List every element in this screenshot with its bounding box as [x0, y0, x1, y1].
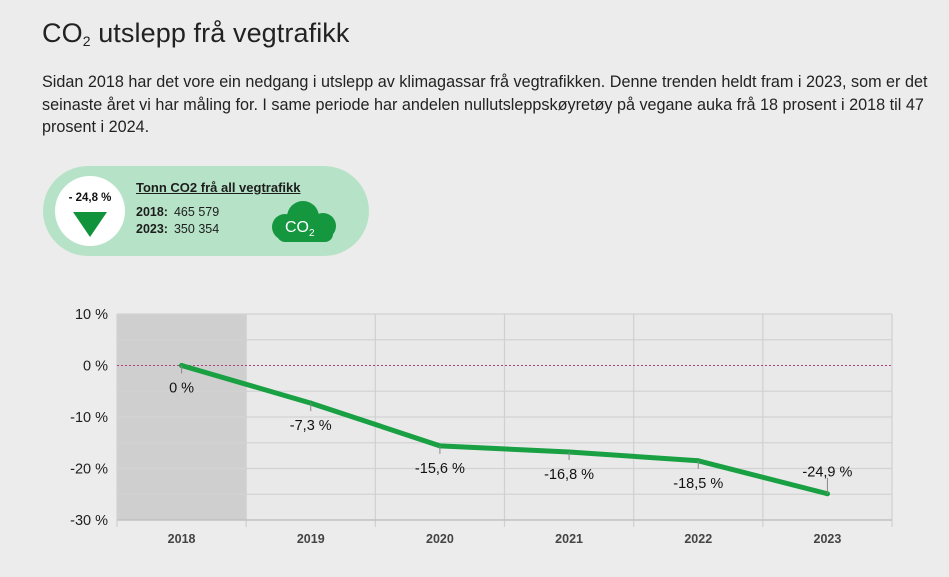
- y-tick-label: -10 %: [70, 410, 108, 426]
- x-tick-label: 2021: [555, 532, 583, 546]
- data-label: -15,6 %: [415, 461, 465, 477]
- cloud-co2-text: CO2: [285, 219, 315, 239]
- x-tick-label: 2023: [814, 532, 842, 546]
- data-label: -16,8 %: [544, 467, 594, 483]
- x-tick-label: 2019: [297, 532, 325, 546]
- summary-card: - 24,8 % Tonn CO2 frå all vegtrafikk 201…: [43, 166, 369, 256]
- card-row-2023: 2023: 350 354: [136, 222, 220, 236]
- y-tick-label: 0 %: [83, 359, 108, 375]
- change-percentage: - 24,8 %: [68, 192, 112, 204]
- data-series-line: [179, 363, 830, 497]
- x-tick-label: 2020: [426, 532, 454, 546]
- x-tick-label: 2018: [168, 532, 196, 546]
- page-title: CO2 utslepp frå vegtrafikk: [42, 18, 350, 49]
- card-heading-link[interactable]: Tonn CO2 frå all vegtrafikk: [136, 180, 301, 195]
- data-label: -18,5 %: [673, 476, 723, 492]
- card-row-2018: 2018: 465 579: [136, 205, 220, 219]
- co2-cloud-icon: CO2: [272, 201, 336, 242]
- data-label: 0 %: [169, 381, 194, 397]
- y-tick-label: -20 %: [70, 462, 108, 478]
- down-arrow-icon: [73, 212, 107, 237]
- data-label: -7,3 %: [290, 418, 332, 434]
- x-tick-label: 2022: [684, 532, 712, 546]
- y-tick-label: -30 %: [70, 513, 108, 529]
- change-badge: - 24,8 %: [55, 176, 125, 246]
- y-tick-label: 10 %: [75, 307, 108, 323]
- intro-paragraph: Sidan 2018 har det vore ein nedgang i ut…: [42, 73, 928, 136]
- data-label: -24,9 %: [802, 465, 852, 481]
